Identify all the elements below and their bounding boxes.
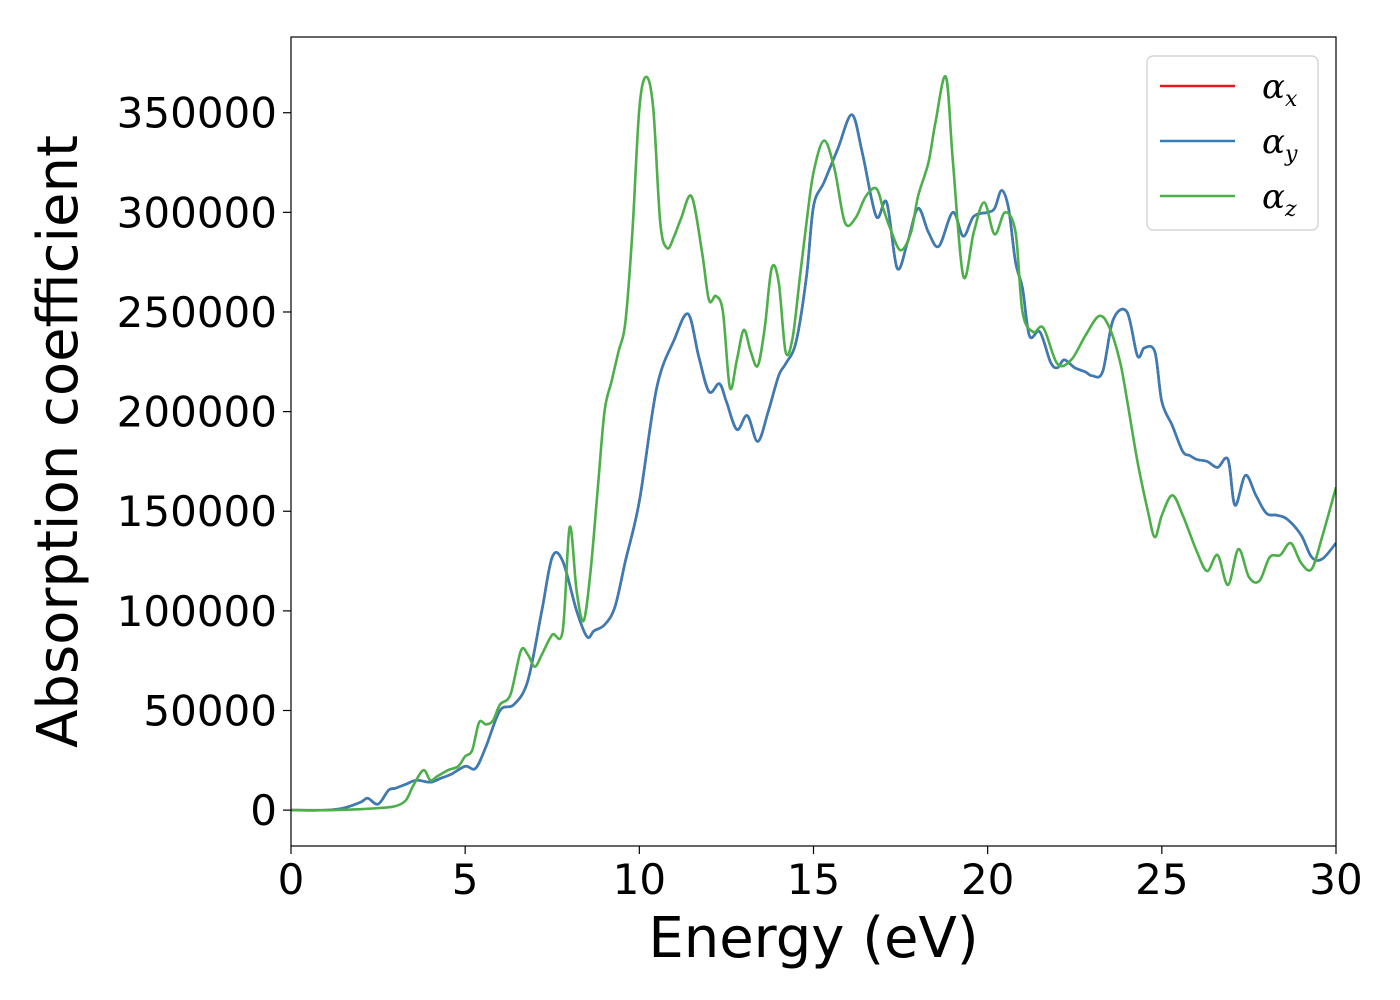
x-axis: 0 5 10 15 20 25 30 bbox=[278, 846, 1363, 904]
legend-box bbox=[1146, 55, 1319, 231]
legend: αx αy αz bbox=[1146, 55, 1319, 231]
legend-label-x: αx bbox=[1262, 67, 1298, 112]
x-tick-label: 10 bbox=[613, 855, 666, 904]
y-tick-label: 250000 bbox=[117, 288, 277, 337]
legend-label-y: αy bbox=[1262, 122, 1298, 167]
y-tick-label: 0 bbox=[250, 786, 277, 835]
series-line-y bbox=[291, 113, 1336, 812]
series-lines bbox=[291, 75, 1336, 812]
x-tick-label: 15 bbox=[787, 855, 840, 904]
x-tick-label: 20 bbox=[961, 855, 1014, 904]
y-tick-label: 350000 bbox=[117, 89, 277, 138]
series-line-z bbox=[291, 75, 1336, 812]
x-axis-title: Energy (eV) bbox=[648, 906, 978, 971]
y-tick-label: 50000 bbox=[143, 687, 277, 736]
y-axis: 0 50000 100000 150000 200000 250000 300000 3500… bbox=[117, 89, 291, 835]
x-tick-label: 0 bbox=[278, 855, 305, 904]
y-tick-label: 200000 bbox=[117, 388, 277, 437]
legend-label-z: αz bbox=[1262, 177, 1297, 222]
x-tick-label: 25 bbox=[1135, 855, 1188, 904]
y-axis-title: Absorption coefficient bbox=[26, 135, 91, 748]
y-tick-label: 150000 bbox=[117, 487, 277, 536]
x-tick-label: 30 bbox=[1309, 855, 1362, 904]
y-tick-label: 300000 bbox=[117, 188, 277, 237]
y-tick-label: 100000 bbox=[117, 587, 277, 636]
x-tick-label: 5 bbox=[452, 855, 479, 904]
